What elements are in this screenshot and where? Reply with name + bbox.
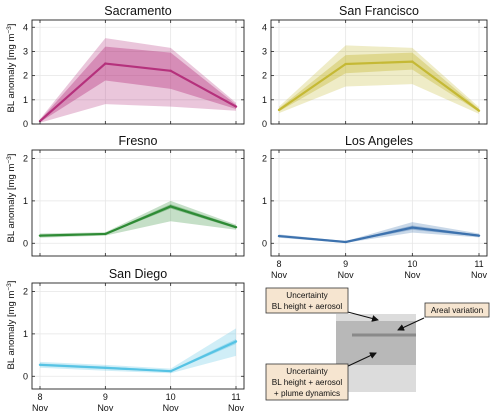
data-point bbox=[477, 234, 481, 237]
legend-text-outer-3: + plume dynamics bbox=[274, 389, 340, 398]
data-point bbox=[38, 363, 42, 367]
data-point bbox=[411, 60, 414, 63]
x-tick-label: 9 bbox=[103, 392, 108, 402]
data-point bbox=[477, 109, 481, 112]
data-point bbox=[344, 240, 347, 244]
x-tick-label: 9 bbox=[343, 259, 348, 269]
y-tick-label: 3 bbox=[262, 46, 267, 56]
data-point bbox=[104, 366, 107, 369]
panel-title: San Diego bbox=[109, 267, 167, 281]
legend-schematic: Uncertainty BL height + aerosol Areal va… bbox=[265, 287, 490, 401]
x-tick-label: Nov bbox=[404, 270, 421, 280]
y-axis-label-row2: BL anomaly [mg m−3] bbox=[6, 154, 18, 243]
legend-arrow-areal bbox=[397, 317, 425, 331]
data-point bbox=[234, 225, 238, 229]
data-point bbox=[169, 369, 172, 373]
legend-box-inner bbox=[265, 287, 349, 314]
y-tick-label: 2 bbox=[23, 286, 28, 296]
y-tick-label: 1 bbox=[262, 95, 267, 105]
panel-title: San Francisco bbox=[339, 4, 419, 18]
legend-arrow-outer bbox=[345, 352, 377, 368]
x-tick-label: 10 bbox=[407, 259, 417, 269]
y-tick-label: 3 bbox=[23, 46, 28, 56]
uncertainty-band-outer bbox=[279, 222, 479, 243]
x-tick-label: 11 bbox=[231, 392, 240, 402]
y-tick-label: 1 bbox=[23, 329, 28, 339]
legend-box-areal bbox=[424, 302, 490, 318]
y-tick-label: 2 bbox=[23, 153, 28, 163]
y-tick-label: 1 bbox=[262, 196, 267, 206]
axes-frame bbox=[31, 19, 245, 125]
data-point bbox=[234, 105, 238, 108]
x-tick-label: 8 bbox=[276, 259, 281, 269]
data-point bbox=[411, 226, 414, 229]
data-point bbox=[234, 340, 238, 343]
axes-frame bbox=[31, 282, 245, 390]
y-tick-label: 2 bbox=[262, 71, 267, 81]
data-point bbox=[277, 234, 281, 238]
x-tick-label: Nov bbox=[97, 403, 114, 413]
x-tick-label: Nov bbox=[163, 403, 180, 413]
x-tick-label: 8 bbox=[37, 392, 42, 402]
panels: Sacramento 0 1 2 3 4 San Francisco 0 1 2 3 4 Fresno 0… bbox=[23, 4, 488, 413]
panel-0: Sacramento 0 1 2 3 4 bbox=[23, 4, 245, 129]
y-tick-label: 0 bbox=[23, 371, 28, 381]
data-point bbox=[344, 62, 347, 66]
y-tick-label: 0 bbox=[262, 238, 267, 248]
series-line bbox=[39, 205, 237, 237]
x-tick-label: 10 bbox=[166, 392, 176, 402]
data-point bbox=[104, 62, 107, 65]
panel-1: San Francisco 0 1 2 3 4 bbox=[262, 4, 488, 129]
legend-text-inner-2: BL height + aerosol bbox=[272, 302, 343, 311]
data-point bbox=[169, 69, 172, 72]
panel-title: Los Angeles bbox=[345, 134, 413, 148]
uncertainty-band-inner bbox=[40, 46, 236, 123]
x-tick-label: Nov bbox=[338, 270, 355, 280]
series-line bbox=[278, 60, 480, 112]
y-axis-label-row1: BL anomaly [mg m−3] bbox=[6, 24, 18, 113]
legend-box-outer bbox=[265, 363, 349, 401]
data-point bbox=[169, 205, 172, 208]
uncertainty-band-inner bbox=[279, 52, 479, 112]
axes-frame bbox=[270, 149, 488, 257]
legend-text-outer-2: BL height + aerosol bbox=[272, 378, 343, 387]
legend-text-outer-1: Uncertainty bbox=[286, 367, 328, 376]
y-tick-label: 0 bbox=[262, 119, 267, 129]
y-tick-label: 1 bbox=[23, 95, 28, 105]
axes-frame bbox=[31, 149, 245, 257]
y-tick-label: 1 bbox=[23, 196, 28, 206]
data-point bbox=[277, 108, 281, 112]
panel-2: Fresno 0 1 2 bbox=[23, 134, 245, 257]
x-tick-label: Nov bbox=[271, 270, 288, 280]
y-tick-label: 4 bbox=[23, 22, 28, 32]
legend-text-inner-1: Uncertainty bbox=[286, 291, 328, 300]
series-line bbox=[39, 340, 237, 373]
x-tick-label: Nov bbox=[471, 270, 488, 280]
data-point bbox=[104, 232, 107, 236]
y-tick-label: 2 bbox=[23, 71, 28, 81]
x-tick-label: Nov bbox=[32, 403, 49, 413]
panel-title: Fresno bbox=[119, 134, 158, 148]
uncertainty-band-outer bbox=[40, 38, 236, 123]
series-line bbox=[39, 62, 237, 122]
axes-frame bbox=[270, 19, 488, 125]
x-tick-label: 11 bbox=[474, 259, 483, 269]
y-tick-label: 0 bbox=[23, 119, 28, 129]
legend-text-areal: Areal variation bbox=[431, 306, 484, 315]
x-tick-label: Nov bbox=[228, 403, 245, 413]
y-tick-label: 2 bbox=[262, 153, 267, 163]
uncertainty-band-outer bbox=[279, 45, 479, 114]
y-tick-label: 0 bbox=[23, 238, 28, 248]
panel-title: Sacramento bbox=[104, 4, 171, 18]
legend-arrow-inner bbox=[343, 310, 379, 322]
y-tick-label: 4 bbox=[262, 22, 267, 32]
uncertainty-band-outer bbox=[40, 328, 236, 374]
y-axis-label-row3: BL anomaly [mg m−3] bbox=[6, 281, 18, 370]
data-point bbox=[38, 234, 42, 237]
series-line bbox=[278, 226, 480, 244]
